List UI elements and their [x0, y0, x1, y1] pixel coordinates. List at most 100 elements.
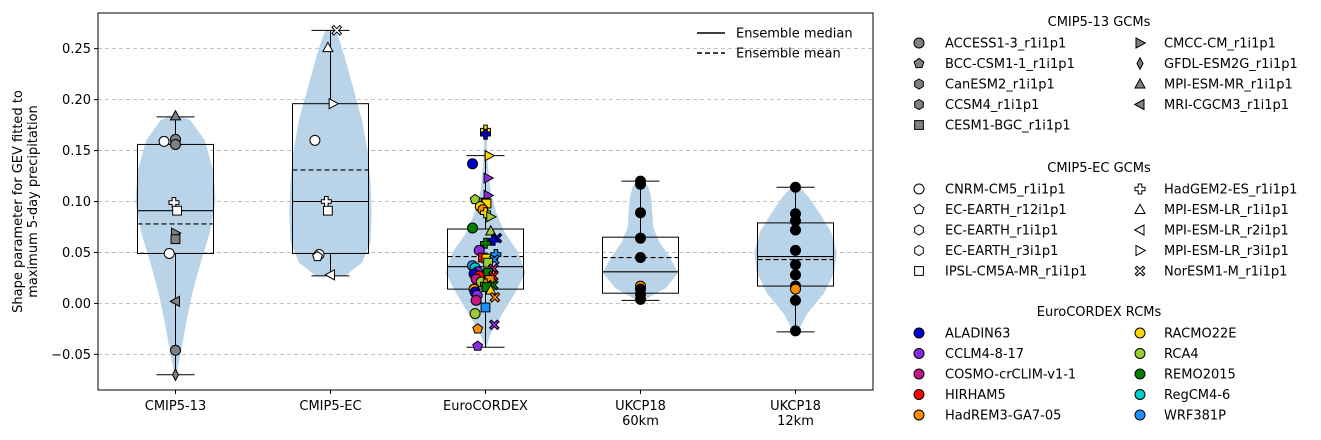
legend-entry-label: CESM1-BGC_r1i1p1 — [945, 119, 1071, 134]
legend-marker — [1134, 203, 1146, 214]
y-tick-label: 0.15 — [62, 144, 91, 159]
legend-entry-label: EC-EARTH_r1i1p1 — [945, 224, 1058, 239]
plot-area — [97, 12, 874, 391]
legend-marker — [1135, 37, 1147, 49]
data-point — [790, 294, 801, 306]
legend-entry-label: BCC-CSM1-1_r1i1p1 — [945, 57, 1075, 72]
data-point — [171, 367, 180, 382]
data-point — [324, 269, 335, 281]
legend-entry-label: ALADIN63 — [945, 327, 1010, 342]
y-tick-label: 0.05 — [62, 246, 91, 261]
data-point — [472, 340, 484, 351]
legend-entry-label: RegCM4-6 — [1164, 388, 1230, 403]
data-point — [790, 269, 801, 281]
legend-entry-label: CanESM2_r1i1p1 — [945, 78, 1055, 93]
data-point — [480, 128, 491, 140]
data-point — [790, 325, 801, 337]
data-point — [312, 250, 323, 262]
data-point — [309, 134, 321, 146]
data-point — [487, 234, 499, 246]
data-point — [331, 24, 343, 36]
legend-marker — [913, 389, 925, 400]
legend-entry-label: MRI-CGCM3_r1i1p1 — [1164, 98, 1289, 113]
legend-marker — [913, 409, 925, 421]
legend-entry-label: EC-EARTH_r3i1p1 — [945, 244, 1058, 259]
plot-legend: Ensemble median Ensemble mean — [697, 27, 853, 62]
x-tick-label: 60km — [622, 414, 659, 429]
legend-marker — [914, 120, 924, 130]
legend-label: Ensemble mean — [736, 47, 841, 62]
data-point — [790, 181, 801, 193]
legend-entry-label: HadREM3-GA7-05 — [945, 409, 1061, 424]
legend-marker — [913, 368, 925, 380]
data-point — [790, 224, 801, 236]
data-point — [323, 205, 333, 216]
legend-entry-label: EC-EARTH_r12i1p1 — [945, 203, 1067, 218]
legend-marker — [1133, 98, 1145, 111]
data-point — [170, 234, 181, 245]
data-point — [170, 138, 181, 150]
legend-entry-label: MPI-ESM-LR_r2i1p1 — [1164, 224, 1289, 239]
data-point — [635, 232, 646, 244]
x-tick-label: CMIP5-13 — [145, 399, 206, 414]
x-tick-label: UKCP18 — [770, 399, 821, 414]
data-point — [790, 259, 801, 271]
legend-group-title: CMIP5-EC GCMs — [1047, 161, 1151, 176]
legend-entry-label: CCSM4_r1i1p1 — [945, 98, 1039, 113]
data-point — [467, 158, 478, 170]
data-point — [480, 237, 491, 249]
legend-entry-label: RCA4 — [1164, 347, 1199, 362]
legend-marker — [1134, 183, 1146, 195]
legend-entry-label: COSMO-crCLIM-v1-1 — [945, 368, 1076, 383]
x-tick-label: CMIP5-EC — [299, 399, 361, 414]
legend-entry-label: MPI-ESM-LR_r3i1p1 — [1164, 244, 1289, 259]
legend-group-title: EuroCORDEX RCMs — [1037, 305, 1162, 320]
data-point — [483, 172, 495, 184]
legend-marker — [914, 224, 924, 236]
x-axis: CMIP5-13 CMIP5-EC EuroCORDEX UKCP1860kmUKCP… — [145, 390, 821, 429]
legend-entry-label: CNRM-CM5_r1i1p1 — [945, 183, 1066, 198]
y-axis-label-line: maximum 5-day precipitation — [26, 105, 41, 298]
data-point — [470, 294, 482, 306]
legend-marker — [913, 203, 925, 215]
data-point — [469, 193, 481, 205]
legend-marker — [1134, 327, 1146, 339]
data-point — [484, 149, 496, 162]
violin — [289, 30, 372, 276]
legend-marker — [1133, 224, 1145, 236]
data-point — [163, 247, 175, 259]
data-point — [635, 178, 646, 190]
data-point — [486, 210, 498, 223]
data-point — [790, 244, 801, 256]
legend-marker — [913, 57, 925, 69]
legend-entry-label: MPI-ESM-MR_r1i1p1 — [1164, 78, 1293, 93]
y-tick-label: 0.20 — [62, 93, 91, 108]
data-point — [635, 207, 646, 219]
legend-label: Ensemble median — [736, 27, 853, 42]
x-tick-label: 12km — [777, 414, 814, 429]
data-point — [635, 252, 646, 264]
data-point — [469, 308, 481, 320]
legend-marker — [1134, 409, 1146, 421]
legend-entry-label: GFDL-ESM2G_r1i1p1 — [1164, 57, 1298, 72]
legend-marker — [914, 78, 924, 90]
legend-marker — [1134, 389, 1146, 400]
data-point — [483, 257, 494, 268]
legend-marker — [1134, 77, 1146, 89]
y-tick-label: 0.00 — [62, 297, 91, 312]
legend-marker — [914, 98, 924, 111]
legend-marker — [914, 244, 924, 257]
data-point — [484, 224, 497, 236]
legend-marker — [913, 37, 925, 49]
data-point — [635, 293, 646, 305]
y-tick-label: 0.10 — [62, 195, 91, 210]
legend-entry-label: MPI-ESM-LR_r1i1p1 — [1164, 203, 1289, 218]
data-point — [467, 222, 478, 234]
x-tick-label: EuroCORDEX — [443, 399, 528, 414]
legend-group-title: CMIP5-13 GCMs — [1048, 15, 1151, 30]
y-axis: −0.05 0.00 0.05 0.10 0.15 0.20 0.25 — [51, 42, 98, 363]
data-point — [489, 291, 501, 303]
data-point — [169, 295, 180, 308]
y-axis-label-line: Shape parameter for GEV fitted to — [11, 90, 26, 313]
